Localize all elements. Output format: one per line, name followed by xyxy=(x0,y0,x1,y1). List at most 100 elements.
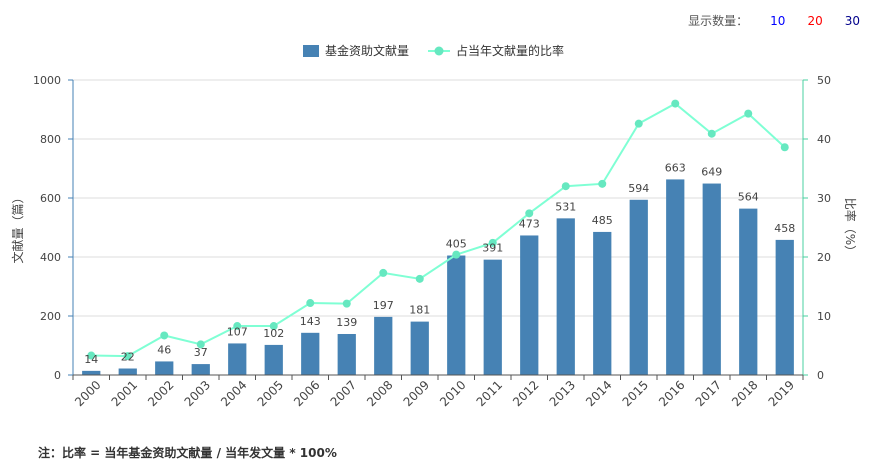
grid-lines xyxy=(73,79,803,317)
right-axis-tick-label: 0 xyxy=(817,369,824,382)
bar xyxy=(702,183,721,375)
line-point xyxy=(269,322,278,331)
bar-value-label: 458 xyxy=(774,222,795,235)
right-axis-tick-label: 20 xyxy=(817,251,831,264)
x-axis-tick-label: 2006 xyxy=(291,378,322,409)
line-series xyxy=(87,99,789,361)
left-axis-title: 文献量（篇） xyxy=(10,191,25,263)
x-axis-tick-label: 2003 xyxy=(182,378,213,409)
legend-bar-label: 基金资助文献量 xyxy=(325,43,409,58)
bar-value-label: 22 xyxy=(121,351,135,364)
x-axis-tick-label: 2013 xyxy=(547,378,578,409)
x-axis-tick-label: 2012 xyxy=(510,378,541,409)
bar xyxy=(191,364,210,375)
right-axis-title: 比率（%） xyxy=(843,198,858,257)
line-point xyxy=(415,274,424,283)
bar-value-label: 405 xyxy=(446,238,467,251)
legend-line-label: 占当年文献量的比率 xyxy=(456,43,564,58)
bar xyxy=(483,259,502,375)
x-axis-tick-label: 2019 xyxy=(766,378,797,409)
line-point xyxy=(160,331,169,340)
bar xyxy=(593,231,612,375)
bar-value-label: 143 xyxy=(300,315,321,328)
bar xyxy=(155,361,174,375)
bar xyxy=(301,332,320,375)
bar-value-label: 37 xyxy=(194,346,208,359)
left-axis-tick-label: 0 xyxy=(54,369,61,382)
bar-value-label: 14 xyxy=(84,353,98,366)
right-axis-tick-label: 40 xyxy=(817,133,831,146)
bar-value-label: 139 xyxy=(336,316,357,329)
bar xyxy=(118,368,137,375)
x-axis-tick-label: 2008 xyxy=(364,378,395,409)
bar xyxy=(264,344,283,375)
legend-bar-swatch xyxy=(303,45,319,57)
bar-value-label: 649 xyxy=(701,166,722,179)
line-point xyxy=(525,209,534,218)
line-point xyxy=(379,268,388,277)
line-point xyxy=(87,351,96,360)
display-count-option-30[interactable]: 30 xyxy=(844,13,860,28)
bar xyxy=(556,218,575,375)
bar xyxy=(337,333,356,375)
bar xyxy=(82,370,101,375)
data-labels: 14 22 46 37 107 102 143 139 197 181 405 391 473 531 48… xyxy=(84,161,795,365)
x-axis-tick-label: 2010 xyxy=(437,378,468,409)
x-axis-tick-label: 2002 xyxy=(145,378,176,409)
bar xyxy=(739,208,758,375)
display-count-option-10[interactable]: 10 xyxy=(770,13,786,28)
bar xyxy=(629,199,648,375)
right-axis-tick-label: 30 xyxy=(817,192,831,205)
line-point xyxy=(598,179,607,188)
bar xyxy=(228,343,247,375)
right-axis-tick-label: 10 xyxy=(817,310,831,323)
x-axis-tick-label: 2017 xyxy=(693,378,724,409)
display-count-option-20[interactable]: 20 xyxy=(807,13,823,28)
bar xyxy=(447,255,466,375)
left-axis-tick-label: 400 xyxy=(40,251,61,264)
x-axis-tick-label: 2016 xyxy=(656,378,687,409)
bar-value-label: 181 xyxy=(409,304,430,317)
line-point xyxy=(342,299,351,308)
left-axis-tick-label: 200 xyxy=(40,310,61,323)
display-count-selector: 显示数量： 10 20 30 xyxy=(688,12,860,29)
bar-value-label: 197 xyxy=(373,299,394,312)
bar-value-label: 564 xyxy=(738,191,759,204)
legend: 基金资助文献量 占当年文献量的比率 xyxy=(303,43,564,58)
bar-value-label: 102 xyxy=(263,327,284,340)
x-axis-tick-label: 2005 xyxy=(255,378,286,409)
line-point xyxy=(780,143,789,152)
x-axis-tick-label: 2007 xyxy=(328,378,359,409)
x-axis-tick-label: 2014 xyxy=(583,378,614,409)
x-axis-tick-label: 2015 xyxy=(620,378,651,409)
footnote: 注：比率 = 当年基金资助文献量 / 当年发文量 * 100% xyxy=(38,446,337,460)
line-point xyxy=(123,352,132,361)
bar xyxy=(666,179,685,375)
x-axis-tick-label: 2018 xyxy=(729,378,760,409)
x-axis-tick-label: 2004 xyxy=(218,378,249,409)
bar-value-label: 46 xyxy=(157,343,171,356)
bar xyxy=(374,316,393,375)
x-axis-tick-label: 2009 xyxy=(401,378,432,409)
bar xyxy=(410,321,429,375)
x-axis-tick-label: 2011 xyxy=(474,378,505,409)
x-axis-tick-label: 2000 xyxy=(72,378,103,409)
line-point xyxy=(306,299,315,308)
left-axis-tick-label: 800 xyxy=(40,133,61,146)
line-point xyxy=(671,99,680,108)
line-point xyxy=(196,340,205,349)
line-point xyxy=(634,119,643,128)
display-count-label: 显示数量： xyxy=(688,14,749,28)
line-series-path xyxy=(91,102,786,358)
line-point xyxy=(561,182,570,191)
line-point xyxy=(233,322,242,331)
x-axis-tick-label: 2001 xyxy=(109,378,140,409)
bar xyxy=(520,235,539,375)
combo-chart: 0 200 400 600 800 1000 0 10 20 30 40 50 2000 2001 2002… xyxy=(10,43,858,409)
bar-value-label: 107 xyxy=(227,325,248,338)
line-point xyxy=(488,238,497,247)
left-axis-tick-label: 1000 xyxy=(33,74,61,87)
bar-series xyxy=(82,179,794,375)
right-axis-tick-label: 50 xyxy=(817,74,831,87)
bar-value-label: 485 xyxy=(592,214,613,227)
